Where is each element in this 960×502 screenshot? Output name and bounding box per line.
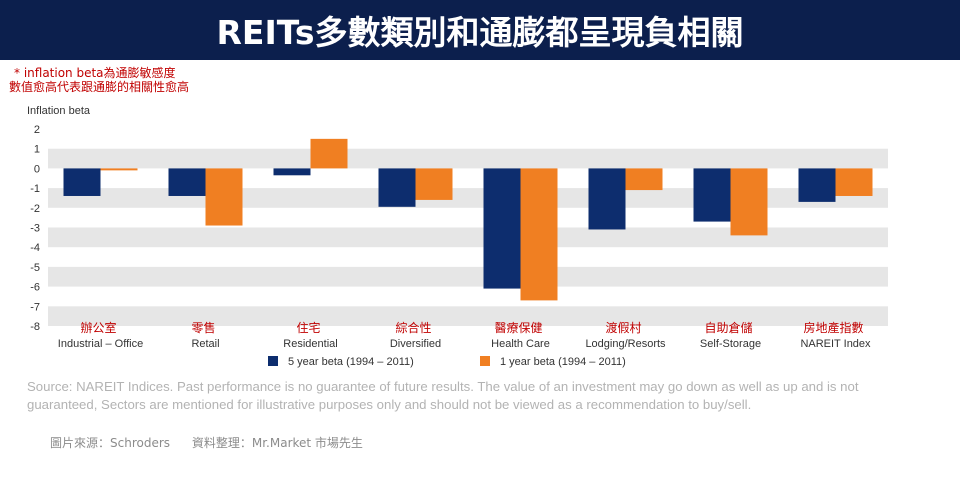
bar-1yr	[310, 138, 348, 169]
grid-band	[48, 266, 888, 287]
category-label: Residential	[283, 338, 337, 350]
category-label-zh: 住宅	[296, 320, 320, 335]
legend-label-1yr: 1 year beta (1994 – 2011)	[500, 356, 626, 368]
category-label-zh: 綜合性	[395, 320, 431, 335]
y-tick-label: -4	[30, 242, 40, 254]
bar-1yr	[625, 168, 663, 191]
y-tick-label: 2	[34, 124, 40, 136]
y-tick-label: -1	[30, 183, 40, 195]
y-axis-title: Inflation beta	[27, 105, 91, 117]
category-label-zh: 自助倉儲	[704, 320, 752, 335]
bar-5yr	[378, 168, 416, 207]
grid-band	[48, 227, 888, 248]
bar-1yr	[835, 168, 873, 196]
bar-5yr	[483, 168, 521, 289]
beta-note: * inflation beta為通膨敏感度 數值愈高代表跟通膨的相關性愈高	[9, 66, 189, 94]
grid-band	[48, 188, 888, 208]
bar-5yr	[273, 168, 311, 176]
y-tick-label: -8	[30, 321, 40, 333]
inflation-beta-chart: Inflation beta 2 1 0 -1 -2 -3 -4 -5 -6 -7 -8 辦公室 Indu…	[27, 105, 888, 368]
category-label: Health Care	[491, 338, 550, 350]
category-label: Retail	[191, 338, 219, 350]
y-tick-label: -2	[30, 203, 40, 215]
beta-note-line1: * inflation beta為通膨敏感度	[14, 66, 176, 80]
page-title: REITs多數類別和通膨都呈現負相關	[216, 13, 744, 52]
y-tick-label: -3	[30, 223, 40, 235]
category-label-zh: 零售	[191, 320, 215, 335]
bar-1yr	[730, 168, 768, 236]
bar-1yr	[415, 168, 453, 200]
credit-line: 圖片來源：Schroders 資料整理：Mr.Market 市場先生	[50, 434, 363, 451]
bar-5yr	[588, 168, 626, 230]
category-label: Industrial – Office	[58, 338, 143, 350]
source-footnote: Source: NAREIT Indices. Past performance…	[27, 379, 859, 412]
category-label-zh: 房地產指數	[803, 320, 863, 335]
legend-swatch-1yr	[480, 356, 490, 366]
grid-band	[48, 148, 888, 169]
category-label-zh: 醫療保健	[494, 321, 542, 335]
bar-5yr	[168, 168, 206, 196]
category-label: NAREIT Index	[800, 338, 871, 350]
category-label: Lodging/Resorts	[585, 338, 666, 350]
compiled-by-credit: 資料整理：Mr.Market 市場先生	[191, 436, 363, 450]
y-tick-label: 1	[34, 144, 40, 156]
grid-band	[48, 306, 888, 326]
legend-swatch-5yr	[268, 356, 278, 366]
category-label-zh: 辦公室	[80, 320, 116, 335]
image-source-credit: 圖片來源：Schroders	[50, 436, 171, 450]
y-tick-label: -7	[30, 301, 40, 313]
y-tick-label: -6	[30, 282, 40, 294]
bar-1yr	[205, 168, 243, 226]
bar-5yr	[798, 168, 836, 202]
category-label: Self-Storage	[700, 338, 761, 350]
category-label: Diversified	[390, 338, 441, 350]
beta-note-line2: 數值愈高代表跟通膨的相關性愈高	[9, 80, 190, 94]
title-banner: REITs多數類別和通膨都呈現負相關	[0, 0, 960, 60]
category-label-zh: 渡假村	[605, 320, 641, 335]
bar-1yr	[100, 168, 138, 171]
y-tick-label: 0	[34, 163, 40, 175]
y-tick-label: -5	[30, 262, 40, 274]
bar-1yr	[520, 168, 558, 301]
bar-5yr	[63, 168, 101, 196]
legend-label-5yr: 5 year beta (1994 – 2011)	[288, 356, 414, 368]
bar-5yr	[693, 168, 731, 222]
